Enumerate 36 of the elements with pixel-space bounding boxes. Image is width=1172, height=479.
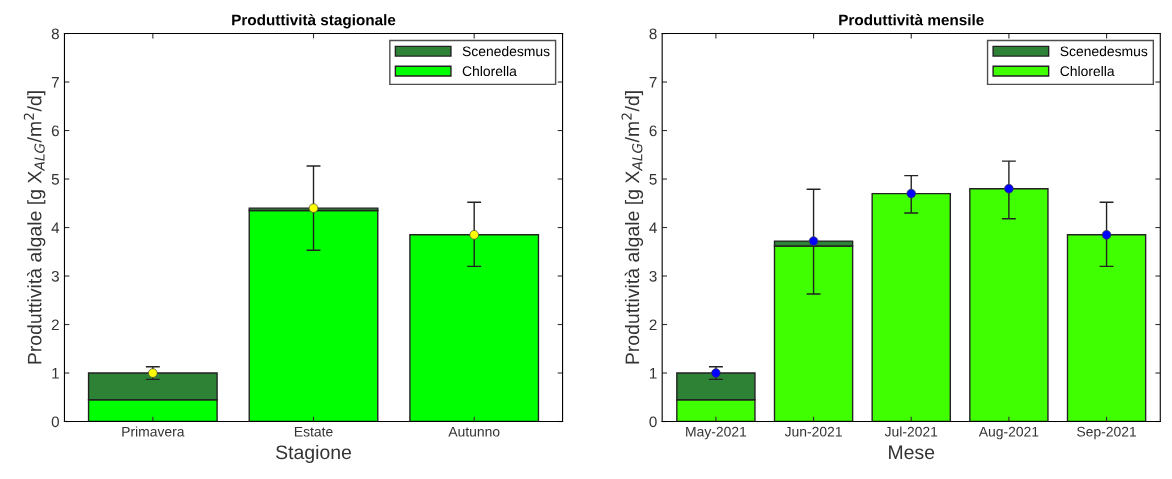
legend-label: Scenedesmus (462, 46, 550, 57)
y-axis-title: Produttività algale [g X$_{ALG}$/m$^{2}$/d] (23, 91, 46, 364)
x-tick-label: Aug-2021 (978, 426, 1039, 440)
y-tick-label: 4 (51, 222, 60, 234)
y-tick-label: 5 (51, 174, 59, 185)
x-tick-label: May-2021 (686, 426, 747, 440)
y-tick-label: 0 (649, 416, 657, 428)
legend-label: Scenedesmus (1060, 46, 1148, 57)
y-tick-label: 6 (649, 125, 657, 137)
x-tick-label: Autunno (448, 426, 500, 437)
y-tick-label: 4 (649, 222, 657, 234)
y-tick-label: 8 (649, 28, 657, 40)
x-tick-label: Estate (294, 426, 333, 437)
y-tick-label: 3 (51, 270, 59, 282)
y-axis-title: Produttività algale [g X$_{ALG}$/m$^{2}$/d] (621, 91, 644, 364)
y-tick-label: 7 (51, 77, 59, 88)
legend-label: Chlorella (462, 65, 517, 77)
x-axis-title: Mese (889, 445, 935, 460)
x-tick-label: Primavera (122, 426, 185, 437)
y-tick-label: 5 (649, 174, 657, 185)
x-tick-label: Jul-2021 (884, 426, 938, 437)
y-tick-label: 8 (51, 28, 59, 40)
y-tick-label: 2 (51, 319, 59, 331)
y-tick-label: 3 (649, 270, 657, 282)
y-tick-label: 7 (649, 77, 657, 88)
y-tick-label: 6 (51, 125, 59, 137)
y-tick-label: 2 (649, 319, 657, 331)
chart-title: Produttività mensile (839, 13, 984, 26)
chart-title: Produttività stagionale (232, 13, 396, 29)
y-tick-label: 1 (52, 368, 59, 379)
x-tick-label: Sep-2021 (1077, 426, 1137, 440)
x-tick-label: Jun-2021 (784, 426, 842, 437)
x-axis-title: Stagione (276, 444, 352, 464)
y-tick-label: 1 (649, 368, 657, 379)
y-tick-label: 0 (51, 416, 59, 428)
legend-label: Chlorella (1060, 65, 1115, 77)
